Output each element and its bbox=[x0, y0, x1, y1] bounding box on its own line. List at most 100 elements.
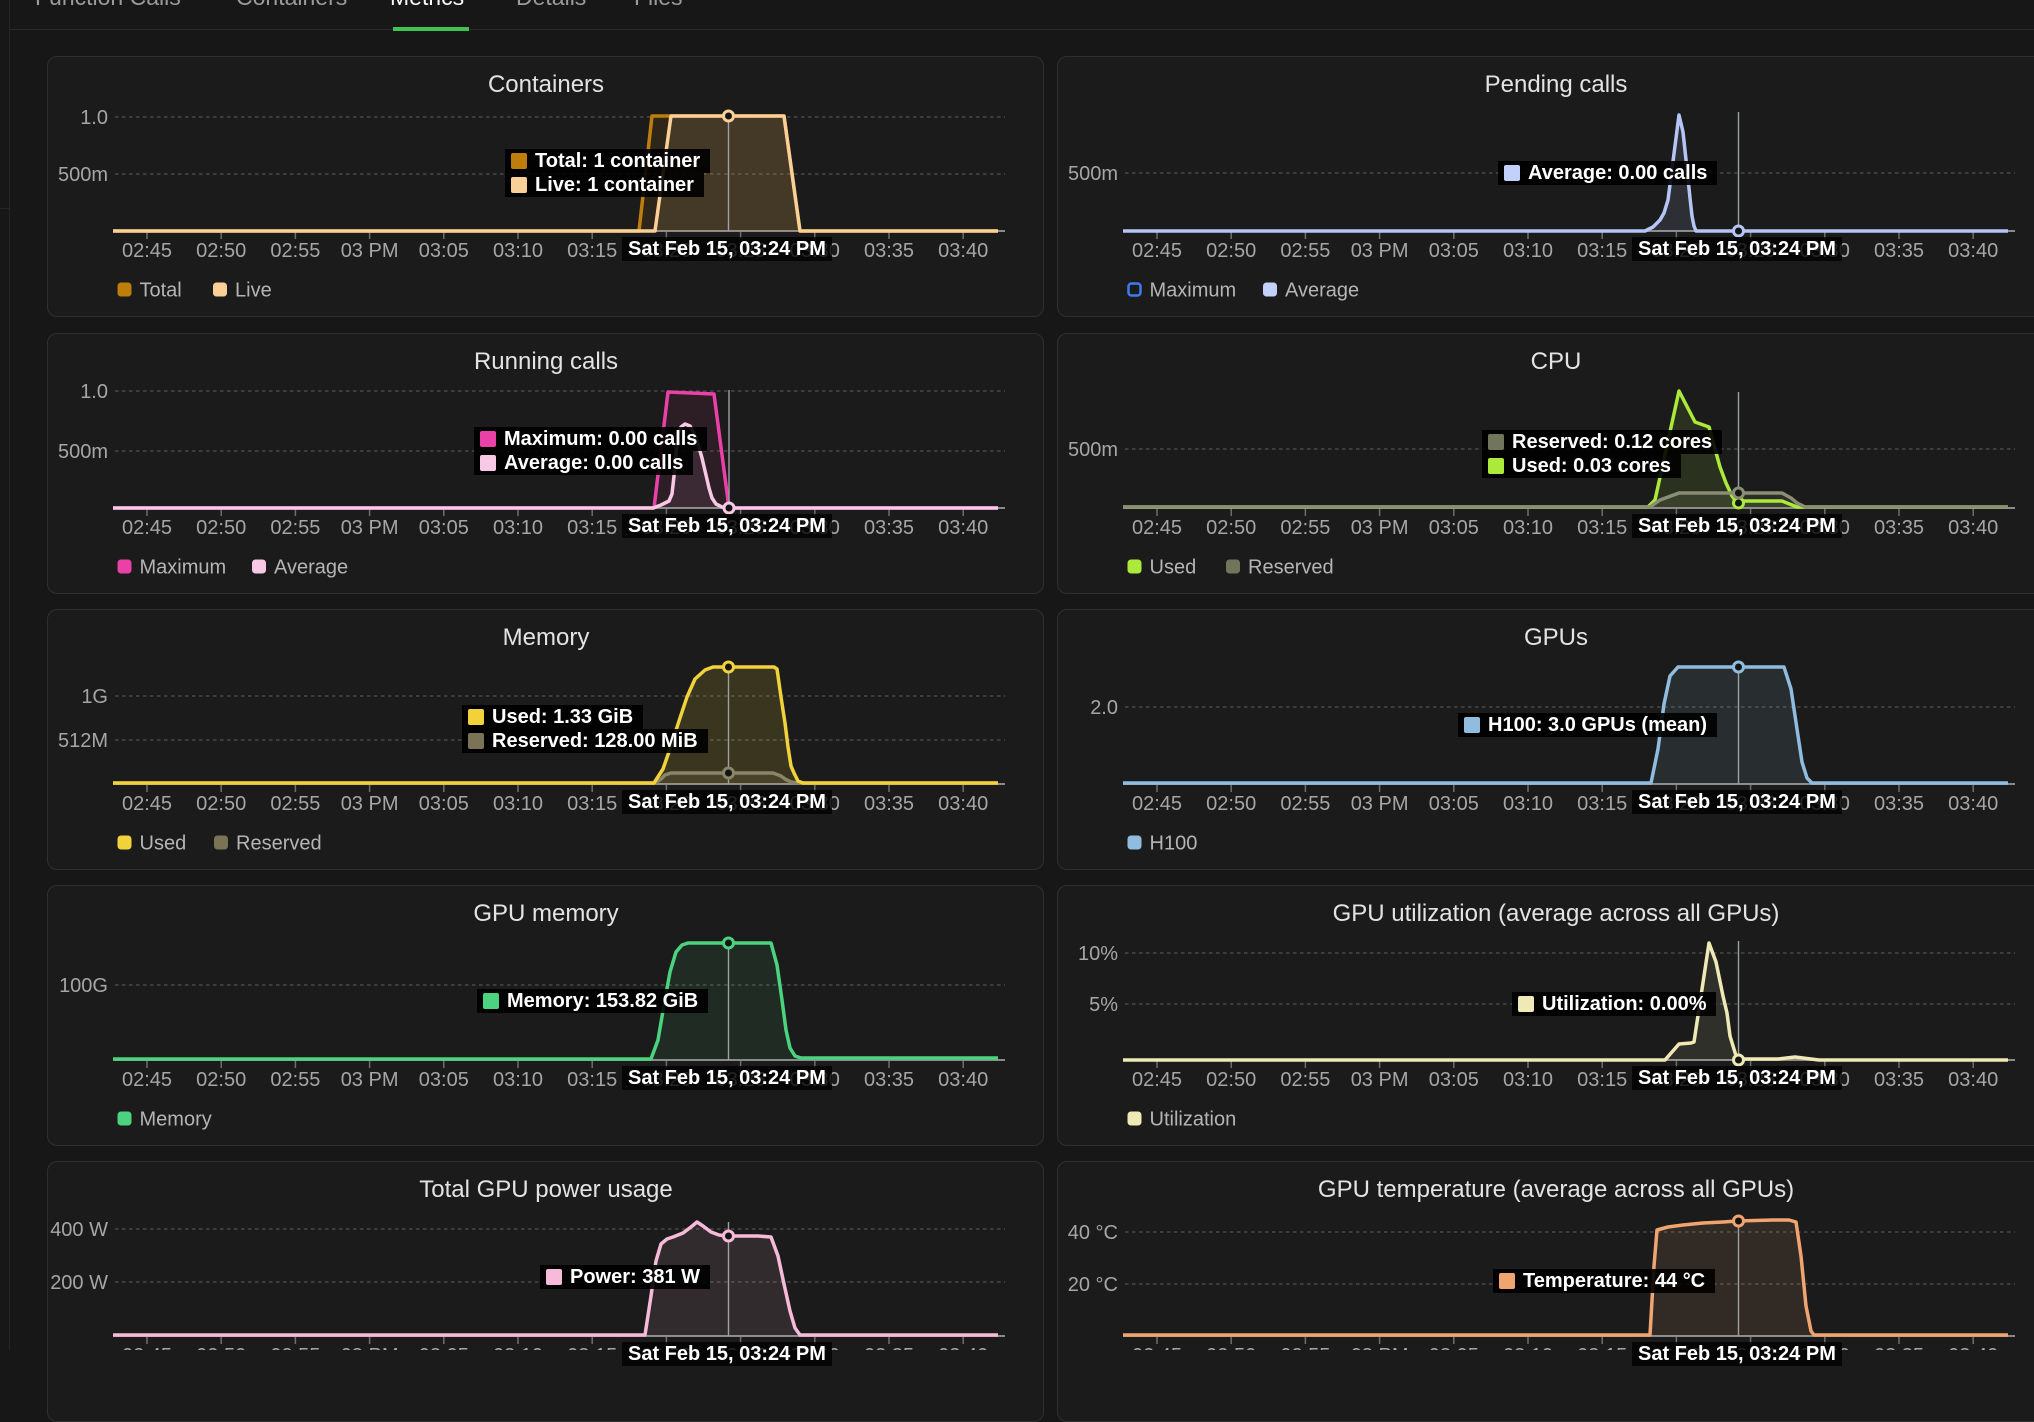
svg-text:03:40: 03:40 bbox=[1948, 1069, 1998, 1091]
svg-text:Used: Used bbox=[1150, 557, 1197, 579]
svg-text:02:50: 02:50 bbox=[1206, 1069, 1256, 1091]
svg-text:03:40: 03:40 bbox=[938, 1345, 988, 1350]
svg-text:03 PM: 03 PM bbox=[341, 517, 399, 539]
svg-text:02:50: 02:50 bbox=[1206, 517, 1256, 539]
svg-text:03:40: 03:40 bbox=[938, 793, 988, 815]
svg-text:02:55: 02:55 bbox=[1280, 517, 1330, 539]
svg-text:Live: Live bbox=[235, 280, 272, 302]
svg-text:Used: Used bbox=[140, 833, 187, 855]
svg-text:Containers: Containers bbox=[488, 71, 604, 98]
svg-text:02:45: 02:45 bbox=[1132, 1345, 1182, 1350]
svg-text:02:55: 02:55 bbox=[270, 240, 320, 262]
svg-text:02:55: 02:55 bbox=[270, 517, 320, 539]
svg-text:03:05: 03:05 bbox=[1429, 1069, 1479, 1091]
svg-text:02:55: 02:55 bbox=[1280, 1069, 1330, 1091]
svg-text:03:15: 03:15 bbox=[1577, 793, 1627, 815]
svg-text:03:35: 03:35 bbox=[864, 1069, 914, 1091]
svg-text:03:40: 03:40 bbox=[1948, 793, 1998, 815]
svg-text:Utilization: Utilization bbox=[1150, 1109, 1237, 1131]
svg-text:02:50: 02:50 bbox=[1206, 793, 1256, 815]
svg-text:40 °C: 40 °C bbox=[1068, 1222, 1118, 1244]
svg-text:02:50: 02:50 bbox=[1206, 240, 1256, 262]
svg-text:03 PM: 03 PM bbox=[1351, 1069, 1409, 1091]
svg-text:03:05: 03:05 bbox=[419, 240, 469, 262]
svg-text:02:45: 02:45 bbox=[122, 240, 172, 262]
svg-text:03:10: 03:10 bbox=[493, 1069, 543, 1091]
svg-text:Memory: Memory bbox=[140, 1109, 212, 1131]
svg-text:02:55: 02:55 bbox=[1280, 1345, 1330, 1350]
svg-text:03 PM: 03 PM bbox=[1351, 1345, 1409, 1350]
svg-text:02:50: 02:50 bbox=[1206, 1345, 1256, 1350]
svg-text:03:35: 03:35 bbox=[1874, 1069, 1924, 1091]
svg-text:02:45: 02:45 bbox=[1132, 793, 1182, 815]
svg-text:03:10: 03:10 bbox=[1503, 793, 1553, 815]
svg-text:02:45: 02:45 bbox=[122, 793, 172, 815]
svg-text:03 PM: 03 PM bbox=[341, 1069, 399, 1091]
svg-text:03:35: 03:35 bbox=[1874, 240, 1924, 262]
svg-text:02:50: 02:50 bbox=[196, 240, 246, 262]
svg-text:03:10: 03:10 bbox=[1503, 1069, 1553, 1091]
svg-text:03:35: 03:35 bbox=[864, 793, 914, 815]
svg-text:03:05: 03:05 bbox=[1429, 240, 1479, 262]
svg-text:03 PM: 03 PM bbox=[1351, 517, 1409, 539]
svg-text:02:55: 02:55 bbox=[1280, 793, 1330, 815]
svg-text:03:15: 03:15 bbox=[567, 517, 617, 539]
svg-text:Average: Average bbox=[1285, 280, 1359, 302]
svg-text:02:45: 02:45 bbox=[1132, 1069, 1182, 1091]
svg-text:03:10: 03:10 bbox=[493, 240, 543, 262]
svg-text:03:10: 03:10 bbox=[1503, 1345, 1553, 1350]
svg-text:02:55: 02:55 bbox=[270, 1069, 320, 1091]
svg-text:03:40: 03:40 bbox=[938, 240, 988, 262]
svg-text:1.0: 1.0 bbox=[80, 107, 108, 129]
svg-text:H100: H100 bbox=[1150, 833, 1198, 855]
svg-text:03 PM: 03 PM bbox=[341, 793, 399, 815]
svg-text:03:05: 03:05 bbox=[419, 1345, 469, 1350]
svg-text:02:55: 02:55 bbox=[270, 793, 320, 815]
svg-text:02:50: 02:50 bbox=[196, 1345, 246, 1350]
svg-text:03:10: 03:10 bbox=[1503, 240, 1553, 262]
svg-text:20 °C: 20 °C bbox=[1068, 1274, 1118, 1296]
svg-text:Reserved: Reserved bbox=[1248, 557, 1334, 579]
svg-text:03:15: 03:15 bbox=[567, 1069, 617, 1091]
svg-text:03 PM: 03 PM bbox=[1351, 793, 1409, 815]
svg-text:03:15: 03:15 bbox=[567, 240, 617, 262]
svg-text:03:15: 03:15 bbox=[1577, 517, 1627, 539]
svg-text:03:35: 03:35 bbox=[1874, 1345, 1924, 1350]
svg-text:500m: 500m bbox=[1068, 163, 1118, 185]
svg-text:03:05: 03:05 bbox=[1429, 517, 1479, 539]
svg-text:03:05: 03:05 bbox=[1429, 793, 1479, 815]
svg-text:500m: 500m bbox=[58, 164, 108, 186]
svg-text:03:10: 03:10 bbox=[1503, 517, 1553, 539]
svg-text:1.0: 1.0 bbox=[80, 381, 108, 403]
svg-text:03:40: 03:40 bbox=[1948, 240, 1998, 262]
svg-text:Running calls: Running calls bbox=[474, 348, 618, 375]
svg-text:03:35: 03:35 bbox=[864, 1345, 914, 1350]
svg-text:03:40: 03:40 bbox=[1948, 1345, 1998, 1350]
svg-text:5%: 5% bbox=[1089, 994, 1118, 1016]
svg-text:03:15: 03:15 bbox=[1577, 1069, 1627, 1091]
svg-text:02:50: 02:50 bbox=[196, 793, 246, 815]
svg-text:GPU temperature (average acros: GPU temperature (average across all GPUs… bbox=[1318, 1176, 1794, 1203]
svg-text:1G: 1G bbox=[81, 686, 108, 708]
svg-text:02:55: 02:55 bbox=[1280, 240, 1330, 262]
svg-text:CPU: CPU bbox=[1531, 348, 1582, 375]
svg-text:Pending calls: Pending calls bbox=[1485, 71, 1628, 98]
svg-text:100G: 100G bbox=[59, 975, 108, 997]
svg-text:03:35: 03:35 bbox=[1874, 793, 1924, 815]
svg-text:03:05: 03:05 bbox=[1429, 1345, 1479, 1350]
svg-text:03:05: 03:05 bbox=[419, 793, 469, 815]
svg-text:03:35: 03:35 bbox=[1874, 517, 1924, 539]
svg-text:03:10: 03:10 bbox=[493, 517, 543, 539]
svg-text:02:45: 02:45 bbox=[1132, 517, 1182, 539]
svg-text:03:05: 03:05 bbox=[419, 1069, 469, 1091]
svg-text:GPU utilization (average acros: GPU utilization (average across all GPUs… bbox=[1333, 900, 1780, 927]
svg-text:03 PM: 03 PM bbox=[1351, 240, 1409, 262]
svg-text:03:35: 03:35 bbox=[864, 517, 914, 539]
svg-text:Maximum: Maximum bbox=[1150, 280, 1237, 302]
svg-text:02:45: 02:45 bbox=[122, 517, 172, 539]
svg-text:400 W: 400 W bbox=[50, 1219, 108, 1241]
svg-text:02:50: 02:50 bbox=[196, 517, 246, 539]
svg-text:02:45: 02:45 bbox=[1132, 240, 1182, 262]
svg-text:02:55: 02:55 bbox=[270, 1345, 320, 1350]
svg-text:Total: Total bbox=[140, 280, 182, 302]
